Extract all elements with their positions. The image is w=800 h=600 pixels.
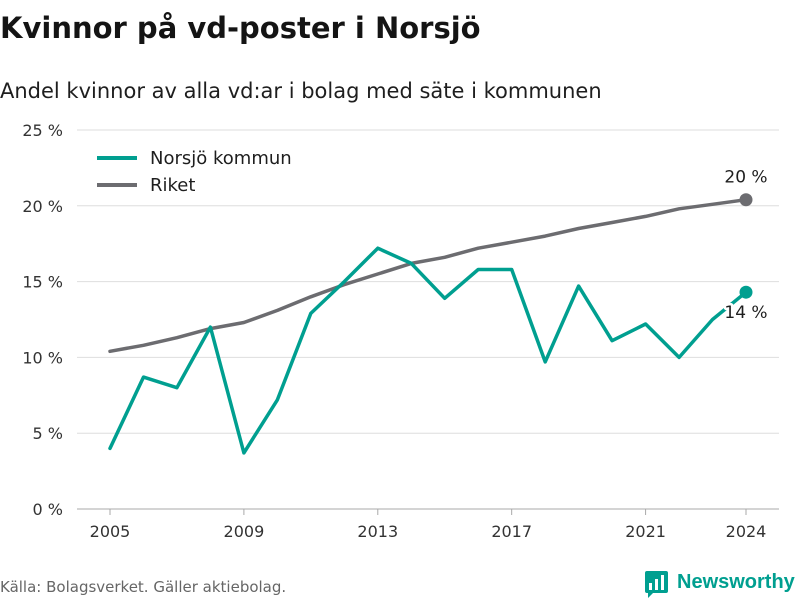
chart-subtitle: Andel kvinnor av alla vd:ar i bolag med …	[0, 79, 602, 103]
riket-data-point	[575, 225, 583, 233]
riket-data-point	[474, 244, 482, 252]
series-line-norsjo-kommun	[108, 246, 748, 455]
norsjo-kommun-data-point	[575, 282, 583, 290]
end-marker-norsjo-kommun	[739, 285, 753, 299]
series-riket	[106, 197, 748, 355]
riket-data-point	[608, 219, 616, 227]
series-lines	[106, 197, 748, 457]
norsjo-kommun-data-point	[340, 278, 348, 286]
logo-bar	[655, 579, 658, 590]
logo-bar	[649, 583, 652, 590]
y-axis: 0 % 5 % 10 % 15 % 20 % 25 %	[22, 121, 63, 519]
chart-title: Kvinnor på vd-poster i Norsjö	[0, 11, 481, 45]
gridlines	[77, 129, 779, 510]
norsjo-kommun-data-point	[206, 323, 214, 331]
x-tick-label: 2021	[625, 522, 666, 541]
riket-data-point	[140, 341, 148, 349]
brand-name: Newsworthy	[677, 571, 795, 593]
norsjo-kommun-data-point	[374, 244, 382, 252]
series-norsjo-kommun	[106, 244, 748, 457]
legend-label-riket: Riket	[150, 175, 195, 196]
end-label-riket: 20 %	[724, 168, 767, 188]
legend-item-norsjo-kommun: Norsjö kommun	[97, 148, 292, 169]
series-line-riket	[108, 197, 748, 354]
y-tick-label: 5 %	[33, 424, 63, 443]
norsjo-kommun-data-point	[642, 320, 650, 328]
x-tick-label: 2005	[90, 522, 131, 541]
norsjo-kommun-data-point	[407, 259, 415, 267]
riket-data-point	[273, 306, 281, 314]
x-tick-label: 2024	[726, 522, 767, 541]
legend-label-norsjo-kommun: Norsjö kommun	[150, 148, 292, 169]
riket-data-point	[240, 319, 248, 327]
norsjo-kommun-data-point	[273, 396, 281, 404]
riket-data-point	[374, 270, 382, 278]
norsjo-kommun-data-point	[441, 294, 449, 302]
x-tick-label: 2017	[491, 522, 532, 541]
norsjo-kommun-data-point	[106, 444, 114, 452]
riket-data-point	[173, 334, 181, 342]
brand-logo: Newsworthy	[645, 571, 795, 598]
newsworthy-logo-icon	[645, 571, 668, 598]
norsjo-kommun-data-point	[474, 266, 482, 274]
legend-item-riket: Riket	[97, 175, 195, 196]
end-markers	[739, 193, 753, 299]
x-axis: 2005 2009 2013 2017 2021 2024	[90, 509, 767, 541]
x-tick-label: 2013	[357, 522, 398, 541]
riket-data-point	[441, 253, 449, 261]
riket-data-point	[508, 238, 516, 246]
riket-data-point	[106, 347, 114, 355]
riket-data-point	[307, 293, 315, 301]
norsjo-kommun-data-point	[541, 358, 549, 366]
riket-data-point	[541, 232, 549, 240]
logo-bar	[661, 575, 664, 590]
end-labels: 14 % 20 %	[722, 165, 770, 325]
norsjo-kommun-data-point	[608, 337, 616, 345]
norsjo-kommun-data-point	[709, 316, 717, 324]
norsjo-kommun-data-point	[140, 373, 148, 381]
riket-data-point	[642, 212, 650, 220]
y-tick-label: 10 %	[22, 348, 63, 367]
y-tick-label: 20 %	[22, 197, 63, 216]
x-tick-label: 2009	[224, 522, 265, 541]
source-note: Källa: Bolagsverket. Gäller aktiebolag.	[0, 578, 287, 596]
norsjo-kommun-data-point	[508, 266, 516, 274]
norsjo-kommun-data-point	[240, 449, 248, 457]
norsjo-kommun-data-point	[173, 384, 181, 392]
riket-data-point	[709, 200, 717, 208]
end-marker-riket	[739, 193, 753, 207]
end-label-norsjo-kommun: 14 %	[724, 303, 767, 323]
y-tick-label: 25 %	[22, 121, 63, 140]
riket-data-point	[675, 205, 683, 213]
norsjo-kommun-data-point	[307, 309, 315, 317]
norsjo-kommun-data-point	[675, 353, 683, 361]
y-tick-label: 15 %	[22, 273, 63, 292]
y-tick-label: 0 %	[33, 500, 63, 519]
legend: Norsjö kommun Riket	[97, 148, 292, 196]
